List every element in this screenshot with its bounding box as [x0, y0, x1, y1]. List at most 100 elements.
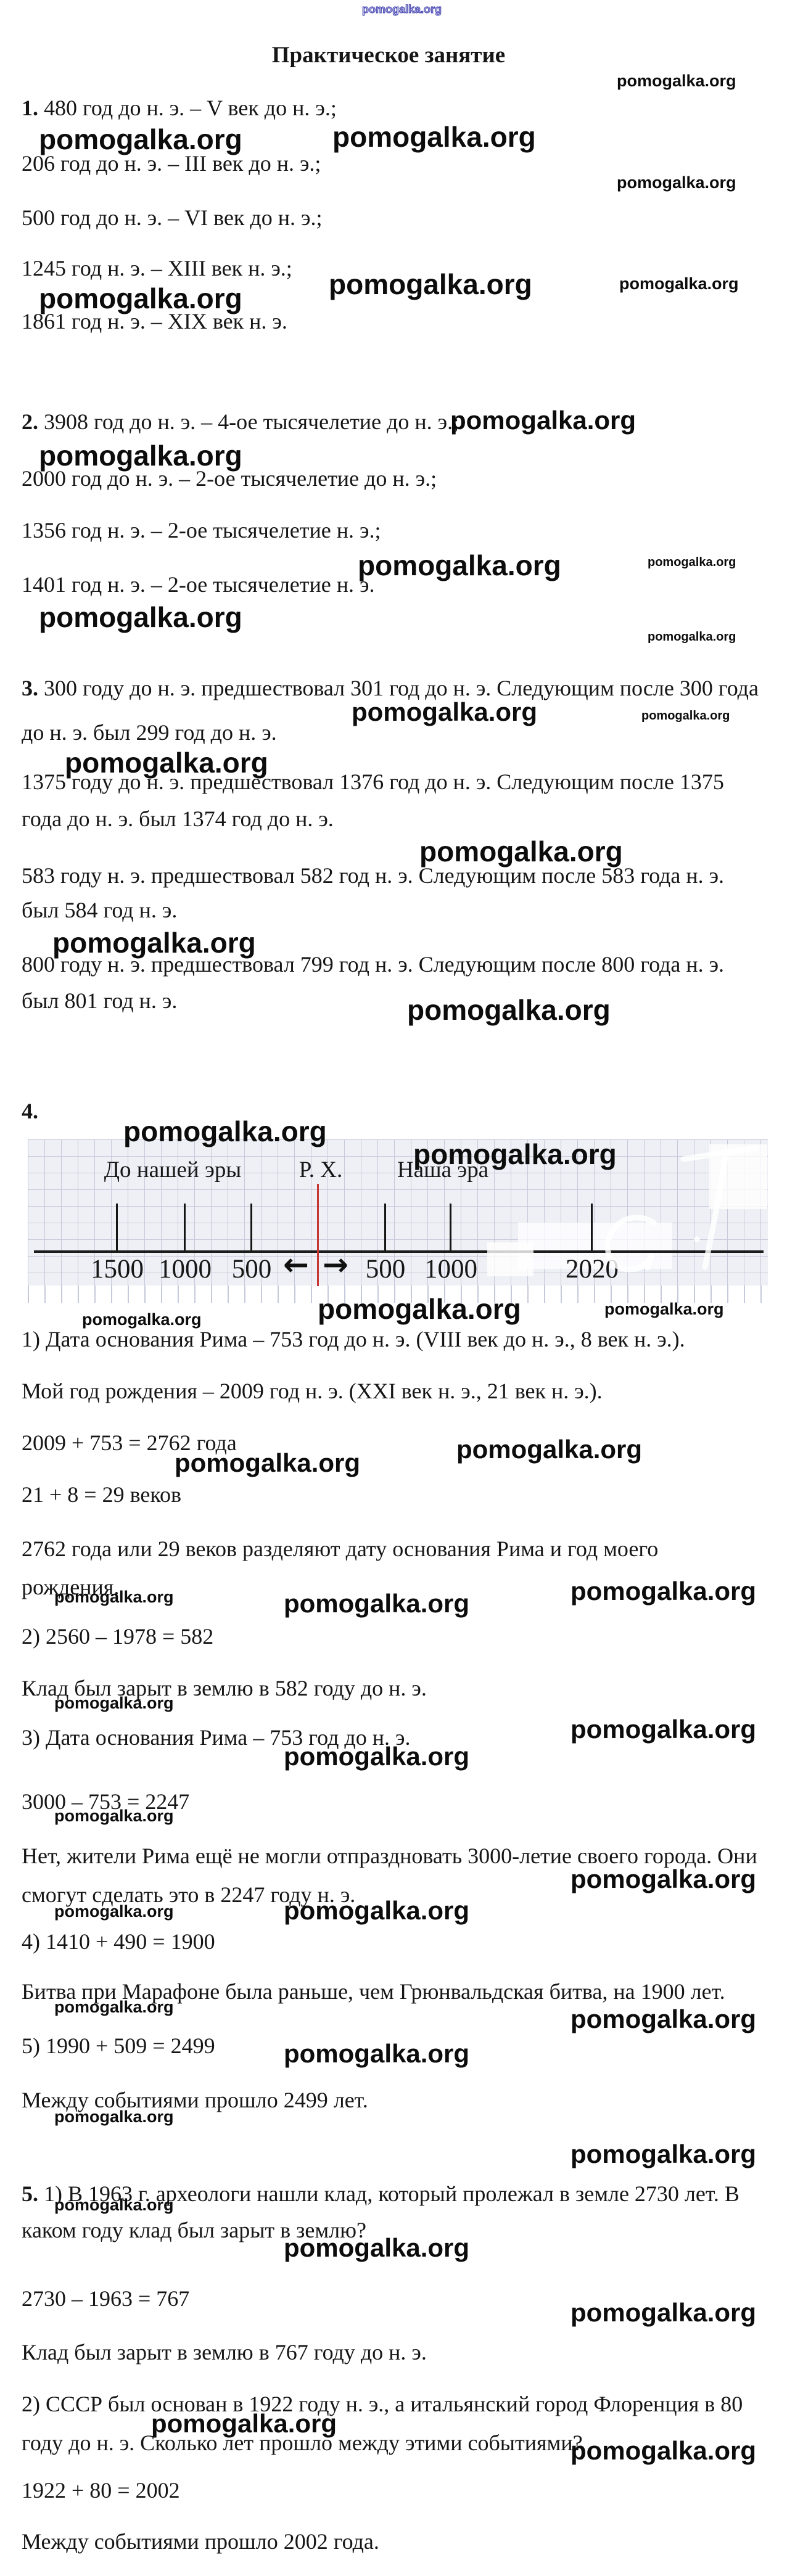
item-number: 5. — [22, 2181, 38, 2206]
era-label-ad: Наша эра — [397, 1157, 489, 1183]
watermark: pomogalka.org — [352, 697, 538, 726]
watermark: pomogalka.org — [617, 72, 736, 90]
answer-line: 2. 3908 год до н. э. – 4-ое тысячелетие … — [22, 409, 459, 434]
item-number: 4. — [22, 1099, 38, 1123]
answer-line: был 584 год н. э. — [22, 898, 178, 922]
tick-mark-1000bc — [184, 1204, 186, 1250]
answer-line: 4) 1410 + 490 = 1900 — [22, 1929, 215, 1954]
watermark: pomogalka.org — [65, 747, 268, 779]
answer-line: Нет, жители Рима ещё не могли отпразднов… — [22, 1844, 757, 1868]
tick-mark-500bc — [250, 1204, 252, 1250]
era-label-rx: Р. Х. — [299, 1157, 343, 1183]
answer-line: Мой год рождения – 2009 год н. э. (XXI в… — [22, 1379, 603, 1403]
watermark: pomogalka.org — [450, 406, 636, 435]
watermark: pomogalka.org — [407, 994, 611, 1026]
answer-line: 21 + 8 = 29 веков — [22, 1482, 182, 1507]
answer-line: 1375 году до н. э. предшествовал 1376 го… — [22, 769, 724, 794]
watermark: pomogalka.org — [571, 2004, 757, 2033]
watermark: pomogalka.org — [284, 1589, 470, 1618]
watermark: pomogalka.org — [456, 1435, 643, 1464]
item-number: 3. — [22, 676, 38, 700]
answer-line: 3. 300 году до н. э. предшествовал 301 г… — [22, 676, 759, 700]
answer-line: Битва при Марафоне была раньше, чем Грюн… — [22, 1979, 725, 2004]
tick-label: 500 — [231, 1255, 272, 1284]
answer-line: года до н. э. был 1374 год до н. э. — [22, 806, 334, 831]
answer-line: 2762 года или 29 веков разделяют дату ос… — [22, 1536, 659, 1561]
tick-mark-500ad — [384, 1204, 386, 1250]
watermark: pomogalka.org — [284, 1896, 470, 1925]
answer-line: 4. — [22, 1099, 38, 1124]
answer-line: 1245 год н. э. – XIII век н. э.; — [22, 256, 292, 281]
watermark: pomogalka.org — [54, 1588, 174, 1606]
answer-line: 1922 + 80 = 2002 — [22, 2478, 180, 2503]
watermark: pomogalka.org — [332, 121, 536, 153]
watermark: pomogalka.org — [648, 630, 736, 644]
watermark: pomogalka.org — [54, 2196, 174, 2214]
watermark: pomogalka.org — [39, 601, 242, 633]
watermark: pomogalka.org — [571, 1577, 757, 1606]
watermark: pomogalka.org — [604, 1300, 724, 1318]
watermark: pomogalka.org — [571, 2139, 757, 2168]
arrow-left-icon: ← — [283, 1247, 309, 1282]
watermark: pomogalka.org — [358, 549, 561, 581]
tick-label: 1000 — [424, 1255, 477, 1284]
answer-line: 800 году н. э. предшествовал 799 год н. … — [22, 952, 725, 977]
answer-line: 3000 – 753 = 2247 — [22, 1789, 190, 1814]
answer-line: 2000 год до н. э. – 2-ое тысячелетие до … — [22, 466, 437, 491]
arrow-right-icon: → — [323, 1247, 348, 1282]
answer-line: 206 год до н. э. – III век до н. э.; — [22, 151, 321, 176]
answer-line: 1401 год н. э. – 2-ое тысячелетие н. э. — [22, 572, 375, 597]
watermark: pomogalka.org — [123, 1115, 327, 1147]
answer-line: каком году клад был зарыт в землю? — [22, 2218, 366, 2242]
answer-line: рождения. — [22, 1575, 120, 1599]
watermark: pomogalka.org — [641, 709, 730, 723]
answer-line: Клад был зарыт в землю в 767 году до н. … — [22, 2340, 427, 2365]
watermark: pomogalka.org — [571, 1864, 757, 1893]
watermark: pomogalka.org — [151, 2409, 337, 2438]
watermark: pomogalka.org — [175, 1448, 361, 1477]
timeline-axis — [34, 1250, 764, 1253]
answer-line: 2) СССР был основан в 1922 году н. э., а… — [22, 2392, 743, 2416]
watermark: pomogalka.org — [571, 2298, 757, 2327]
answer-line: был 801 год н. э. — [22, 988, 178, 1013]
answer-line: 1) Дата основания Рима – 753 год до н. э… — [22, 1327, 685, 1352]
erasure-patch — [487, 1242, 533, 1276]
tick-label: 1500 — [91, 1255, 144, 1284]
watermark: pomogalka.org — [318, 1293, 521, 1325]
answer-line: 1356 год н. э. – 2-ое тысячелетие н. э.; — [22, 518, 381, 543]
watermark: pomogalka.org — [54, 1807, 174, 1825]
item-number: 2. — [22, 409, 38, 434]
answer-line: 583 году н. э. предшествовал 582 год н. … — [22, 863, 725, 888]
watermark: pomogalka.org — [413, 1138, 617, 1170]
answer-line: Клад был зарыт в землю в 582 году до н. … — [22, 1676, 427, 1700]
watermark: pomogalka.org — [39, 440, 242, 472]
answer-line: Между событиями прошло 2499 лет. — [22, 2088, 368, 2112]
answer-line: 1. 480 год до н. э. – V век до н. э.; — [22, 96, 337, 120]
watermark: pomogalka.org — [39, 123, 242, 155]
answer-line: 2) 2560 – 1978 = 582 — [22, 1624, 214, 1649]
watermark: pomogalka.org — [571, 1715, 757, 1744]
erasure-patch — [709, 1144, 767, 1209]
watermark: pomogalka.org — [329, 268, 532, 300]
answer-line: 2730 – 1963 = 767 — [22, 2286, 190, 2311]
tick-mark-2020ad — [591, 1204, 593, 1250]
tick-label: 500 — [365, 1255, 406, 1284]
answer-line: 5. 1) В 1963 г. археологи нашли клад, ко… — [22, 2181, 739, 2206]
page-title: Практическое занятие — [271, 43, 506, 68]
answer-line: 2009 + 753 = 2762 года — [22, 1430, 237, 1455]
watermark: pomogalka.org — [419, 835, 623, 868]
watermark-blue: pomogalka.org — [361, 3, 442, 15]
tick-mark-1000ad — [450, 1204, 451, 1250]
watermark: pomogalka.org — [571, 2436, 757, 2465]
answer-line: Между событиями прошло 2002 года. — [22, 2529, 379, 2554]
watermark: pomogalka.org — [284, 2039, 470, 2068]
answer-line: 500 год до н. э. – VI век до н. э.; — [22, 205, 323, 230]
answer-line: году до н. э. Сколько лет прошло между э… — [22, 2430, 583, 2455]
answer-line: смогут сделать это в 2247 году н. э. — [22, 1882, 356, 1907]
watermark: pomogalka.org — [52, 927, 256, 959]
tick-label: 1000 — [159, 1255, 212, 1284]
watermark: pomogalka.org — [617, 173, 736, 192]
answer-line: 3) Дата основания Рима – 753 год до н. э… — [22, 1725, 411, 1750]
tick-label: 2020 — [566, 1255, 619, 1284]
